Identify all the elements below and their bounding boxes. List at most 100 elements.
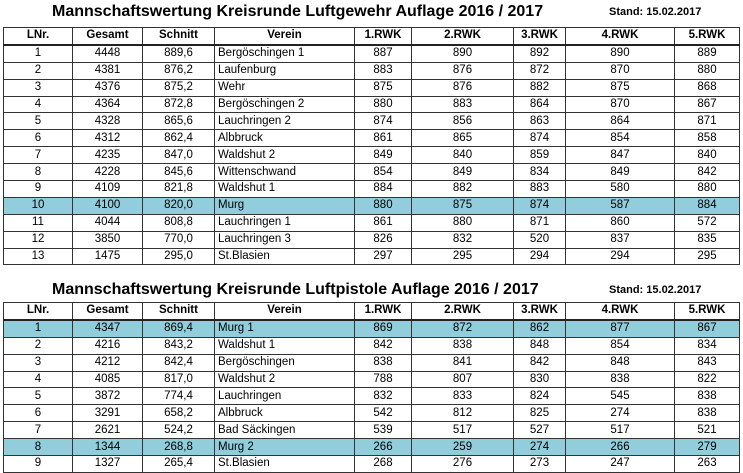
table-cell: 7 [3, 146, 73, 165]
table-cell: Waldshut 1 [214, 180, 355, 198]
column-header: Schnitt [142, 26, 215, 46]
table-cell: Albbruck [214, 404, 355, 423]
table-cell: 820,0 [142, 196, 215, 215]
table-cell: Waldshut 2 [214, 146, 355, 165]
table-cell: 854 [565, 129, 675, 148]
table-cell: 872,8 [142, 95, 215, 114]
table-cell: St.Blasien [214, 455, 355, 473]
table-cell: 862,4 [142, 129, 215, 148]
table-cell: 883 [513, 180, 566, 198]
table-cell: 3872 [72, 387, 143, 406]
table-cell: 830 [513, 370, 566, 389]
table-cell: 6 [3, 404, 73, 423]
table-cell: 279 [674, 438, 740, 457]
table-cell: 884 [354, 180, 412, 198]
table-cell: 3291 [72, 404, 143, 423]
table-cell: 274 [513, 438, 566, 457]
column-header: 3.RWK [513, 301, 566, 321]
table-row: 6 4312 862,4 Albbruck 861 865 874 854 858 [3, 129, 740, 148]
table-cell: 3 [3, 78, 73, 97]
table-cell: 864 [513, 95, 566, 114]
table-cell: 877 [565, 319, 675, 338]
table-cell: 11 [3, 213, 73, 232]
table-cell: 882 [411, 180, 514, 198]
table-row: 6 3291 658,2 Albbruck 542 812 825 274 838 [3, 404, 740, 423]
table-cell: 832 [411, 230, 514, 249]
table-row: 2 4216 843,2 Waldshut 1 842 838 848 854 834 [3, 336, 740, 355]
table-cell: Lauchringen 2 [214, 112, 355, 131]
table-cell: 837 [565, 230, 675, 249]
column-header: Verein [214, 301, 355, 321]
table-cell: 870 [565, 61, 675, 80]
table-row: 7 2621 524,2 Bad Säckingen 539 517 527 517 521 [3, 421, 740, 440]
table-cell: 274 [565, 404, 675, 423]
column-header: 5.RWK [674, 301, 740, 321]
column-header: 5.RWK [674, 26, 740, 46]
table-cell: 880 [354, 196, 412, 215]
table-cell: 1 [3, 44, 73, 63]
table-cell: Bergöschingen 2 [214, 95, 355, 114]
column-header: Schnitt [142, 301, 215, 321]
table-cell: 4328 [72, 112, 143, 131]
table-cell: 788 [354, 370, 412, 389]
table-cell: 854 [354, 163, 412, 182]
table-cell: Bergöschingen [214, 353, 355, 372]
table-row: 5 4328 865,6 Lauchringen 2 874 856 863 864 871 [3, 112, 740, 131]
table-row: 9 4109 821,8 Waldshut 1 884 882 883 580 880 [3, 180, 740, 198]
table-cell: 841 [411, 353, 514, 372]
table-cell: 774,4 [142, 387, 215, 406]
table-cell: 843 [674, 353, 740, 372]
table-cell: 834 [513, 163, 566, 182]
table-cell: 4235 [72, 146, 143, 165]
table-row: 11 4044 808,8 Lauchringen 1 861 880 871 860 572 [3, 213, 740, 232]
table-cell: 869 [354, 319, 412, 338]
table-cell: 861 [354, 129, 412, 148]
table-cell: 834 [674, 336, 740, 355]
table-cell: 4216 [72, 336, 143, 355]
table-cell: 5 [3, 112, 73, 131]
table-cell: 4448 [72, 44, 143, 63]
table-cell: 295 [411, 247, 514, 266]
table-cell: 294 [513, 247, 566, 266]
table-cell: 874 [513, 196, 566, 215]
table-cell: 849 [354, 146, 412, 165]
table-cell: 817,0 [142, 370, 215, 389]
table-cell: 521 [674, 421, 740, 440]
table-row: 9 1327 265,4 St.Blasien 268 276 273 247 263 [3, 455, 740, 473]
table-row: 1 4347 869,4 Murg 1 869 872 862 877 867 [3, 319, 740, 338]
table-cell: 295,0 [142, 247, 215, 266]
table-cell: 858 [674, 129, 740, 148]
table-cell: 770,0 [142, 230, 215, 249]
table-cell: 875 [354, 78, 412, 97]
table-cell: 2 [3, 336, 73, 355]
table-cell: 8 [3, 438, 73, 457]
table-cell: 875 [565, 78, 675, 97]
table-cell: 860 [565, 213, 675, 232]
table-cell: 4312 [72, 129, 143, 148]
table-row: 1 4448 889,6 Bergöschingen 1 887 890 892 890 889 [3, 44, 740, 63]
table-cell: 12 [3, 230, 73, 249]
stand-date-luftpistole: Stand: 15.02.2017 [609, 284, 702, 296]
table-cell: Waldshut 1 [214, 336, 355, 355]
table-cell: Waldshut 2 [214, 370, 355, 389]
table-cell: 889 [674, 44, 740, 63]
table-cell: 856 [411, 112, 514, 131]
table-cell: 539 [354, 421, 412, 440]
table-cell: 876 [411, 78, 514, 97]
table-row: 3 4212 842,4 Bergöschingen 838 841 842 848 843 [3, 353, 740, 372]
table-cell: 848 [513, 336, 566, 355]
table-cell: 265,4 [142, 455, 215, 473]
table-cell: Albbruck [214, 129, 355, 148]
table-cell: 4228 [72, 163, 143, 182]
column-header: 3.RWK [513, 26, 566, 46]
header-row: LNr. Gesamt Schnitt Verein 1.RWK 2.RWK 3.RWK 4.… [3, 26, 740, 46]
title-luftpistole: Mannschaftswertung Kreisrunde Luftpistol… [52, 281, 539, 298]
table-cell: 883 [411, 95, 514, 114]
table-cell: 838 [674, 404, 740, 423]
table-cell: 587 [565, 196, 675, 215]
table-cell: 865,6 [142, 112, 215, 131]
table-cell: 812 [411, 404, 514, 423]
table-row: 8 1344 268,8 Murg 2 266 259 274 266 279 [3, 438, 740, 457]
table-cell: 871 [674, 112, 740, 131]
table-cell: 861 [354, 213, 412, 232]
